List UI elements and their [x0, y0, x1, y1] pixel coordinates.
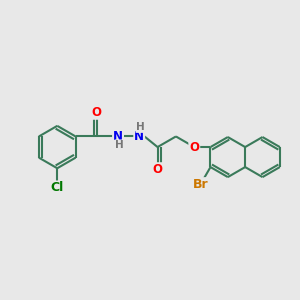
Text: O: O — [153, 163, 163, 176]
Text: O: O — [189, 141, 199, 154]
Text: N: N — [134, 130, 144, 143]
Text: O: O — [92, 106, 102, 119]
Text: Cl: Cl — [51, 182, 64, 194]
Text: H: H — [115, 140, 124, 150]
Text: N: N — [113, 130, 123, 143]
Text: Br: Br — [193, 178, 209, 191]
Text: H: H — [136, 122, 145, 132]
